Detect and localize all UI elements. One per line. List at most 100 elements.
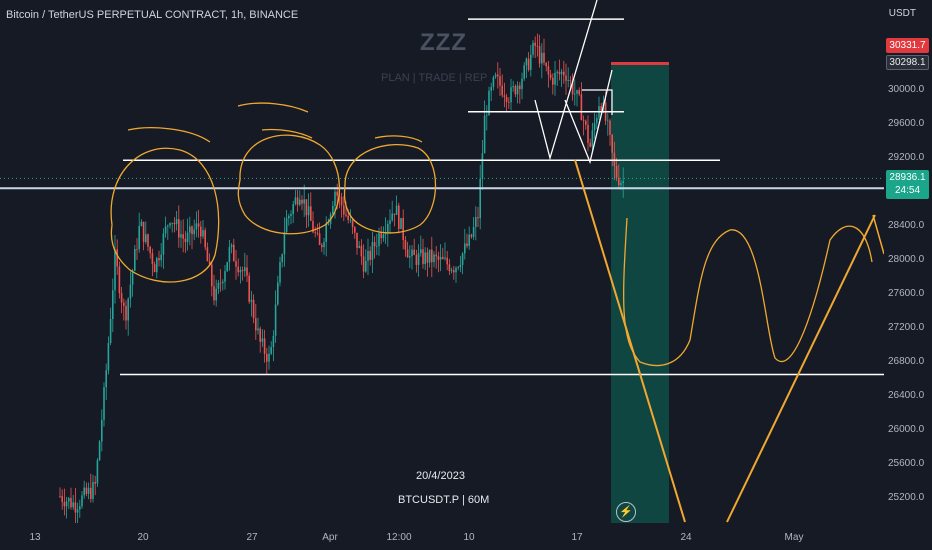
last-price-tag: 28936.1 24:54 — [886, 170, 929, 199]
candle-body — [94, 482, 96, 484]
candle-body — [323, 241, 325, 248]
candle-body — [301, 199, 303, 204]
candle-body — [332, 205, 334, 215]
candle-body — [459, 264, 462, 268]
candle-body — [525, 58, 528, 66]
candle-body — [184, 238, 187, 243]
arc-drawing-2 — [237, 102, 309, 113]
candle-body — [461, 253, 464, 265]
candle-body — [545, 62, 547, 67]
candle-body — [162, 233, 165, 255]
candle-body — [268, 353, 270, 362]
candle-body — [285, 218, 288, 233]
candle-body — [127, 298, 129, 321]
candle-body — [74, 502, 77, 513]
candle-body — [114, 249, 116, 291]
candle-body — [208, 261, 211, 265]
candle-body — [446, 257, 448, 265]
candle-body — [358, 245, 360, 248]
candle-body — [195, 223, 198, 230]
candle-body — [532, 42, 534, 55]
candle-body — [312, 220, 314, 233]
candle-body — [505, 97, 508, 102]
candle-body — [72, 502, 74, 508]
candle-body — [501, 85, 503, 96]
candle-body — [455, 267, 457, 273]
candle-body — [435, 254, 437, 257]
projection-line-up — [726, 214, 876, 523]
candle-body — [362, 256, 365, 272]
candle-body — [252, 299, 255, 319]
candle-body — [147, 234, 149, 247]
candle-body — [61, 496, 63, 503]
candle-body — [123, 302, 125, 306]
candle-body — [585, 120, 587, 125]
candle-body — [543, 52, 545, 63]
candle-body — [149, 246, 151, 254]
candle-body — [426, 252, 429, 263]
candle-body — [395, 205, 398, 215]
drawings — [110, 0, 885, 523]
candle-body — [151, 253, 154, 265]
chart-title: Bitcoin / TetherUS PERPETUAL CONTRACT, 1… — [6, 9, 299, 21]
circle-drawing-3 — [343, 144, 437, 234]
candle-body — [248, 275, 250, 302]
candle-body — [349, 219, 352, 221]
candle-body — [450, 270, 453, 272]
candle-body — [483, 115, 486, 154]
candle-body — [554, 72, 556, 85]
countdown-value: 24:54 — [894, 185, 921, 196]
candle-body — [125, 305, 127, 321]
candle-body — [68, 498, 70, 502]
candle-body — [380, 233, 382, 239]
candle-body — [587, 124, 589, 143]
candle-body — [92, 482, 94, 499]
y-tick-label: 25200.0 — [888, 492, 925, 503]
candle-body — [173, 222, 176, 225]
candle-body — [490, 87, 492, 91]
y-tick-label: 28400.0 — [888, 220, 925, 231]
triangle-drawing-1 — [534, 0, 598, 161]
candle-body — [448, 264, 451, 272]
candle-body — [228, 247, 231, 263]
stop-line — [611, 62, 669, 65]
currency-label[interactable]: USDT — [888, 8, 916, 19]
candle-body — [340, 196, 343, 206]
candle-body — [345, 214, 347, 216]
candle-body — [422, 249, 424, 265]
circle-drawing-1 — [110, 147, 220, 283]
candle-body — [299, 199, 301, 205]
candle-body — [420, 249, 422, 254]
y-tick-label: 29600.0 — [888, 118, 925, 129]
candle-body — [59, 496, 61, 497]
candle-body — [475, 217, 477, 227]
candle-body — [611, 134, 613, 153]
candle-body — [171, 222, 173, 224]
candle-body — [178, 219, 180, 238]
y-tick-label: 30000.0 — [888, 84, 925, 95]
candle-body — [494, 74, 497, 78]
candle-body — [589, 142, 591, 147]
candle-body — [261, 338, 264, 342]
candle-body — [336, 191, 338, 196]
candle-body — [259, 328, 261, 342]
candle-body — [65, 501, 68, 507]
candle-body — [519, 85, 521, 90]
lightning-icon[interactable]: ⚡ — [616, 502, 636, 522]
candle-body — [204, 230, 206, 248]
candle-body — [237, 266, 239, 273]
candle-body — [246, 267, 248, 276]
symbol-annotation: BTCUSDT.P | 60M — [398, 494, 490, 506]
forecast-wave-drawing — [622, 217, 873, 367]
candle-body — [488, 90, 490, 115]
candle-body — [468, 234, 470, 247]
candle-body — [527, 58, 530, 70]
candle-body — [387, 223, 389, 233]
candle-body — [360, 245, 363, 257]
candle-body — [81, 495, 83, 507]
arc-drawing-4 — [374, 135, 423, 143]
candle-body — [314, 232, 316, 234]
candle-body — [613, 152, 616, 166]
candle-body — [197, 223, 200, 227]
